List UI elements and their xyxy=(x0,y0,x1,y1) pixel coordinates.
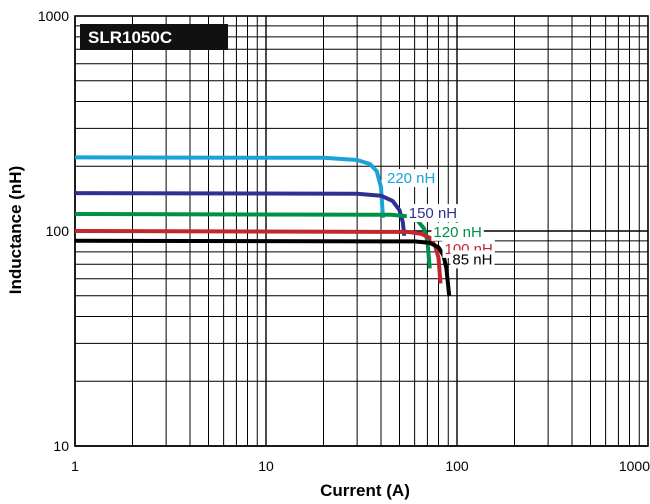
series-label-background xyxy=(406,204,460,223)
series-label: 85 nH xyxy=(452,251,492,268)
x-axis-title: Current (A) xyxy=(320,481,410,500)
y-axis-title: Inductance (nH) xyxy=(6,166,25,294)
series-label: 150 nH xyxy=(409,205,457,222)
series-lines xyxy=(74,155,452,296)
series-label: 220 nH xyxy=(387,170,435,187)
y-tick-label: 10 xyxy=(53,438,69,454)
y-tick-label: 100 xyxy=(46,223,70,239)
series-line-100-nh xyxy=(74,229,443,284)
series-line-220-nh xyxy=(74,155,385,219)
x-tick-label: 1 xyxy=(71,458,79,474)
chart-title-box: SLR1050C xyxy=(80,24,228,50)
y-tick-labels: 10 100 1000 xyxy=(38,8,69,454)
x-tick-label: 10 xyxy=(258,458,274,474)
series-label-background xyxy=(384,169,438,188)
series-label: 120 nH xyxy=(433,224,481,241)
x-tick-label: 100 xyxy=(445,458,469,474)
series-line-150-nh xyxy=(74,191,407,237)
chart-title: SLR1050C xyxy=(88,28,172,47)
y-tick-label: 1000 xyxy=(38,8,69,24)
series-label-background xyxy=(450,250,495,269)
x-tick-label: 1000 xyxy=(619,458,650,474)
series-label-background xyxy=(431,222,484,241)
series-line-85-nh xyxy=(74,238,452,296)
x-tick-labels: 1 10 100 1000 xyxy=(71,458,650,474)
